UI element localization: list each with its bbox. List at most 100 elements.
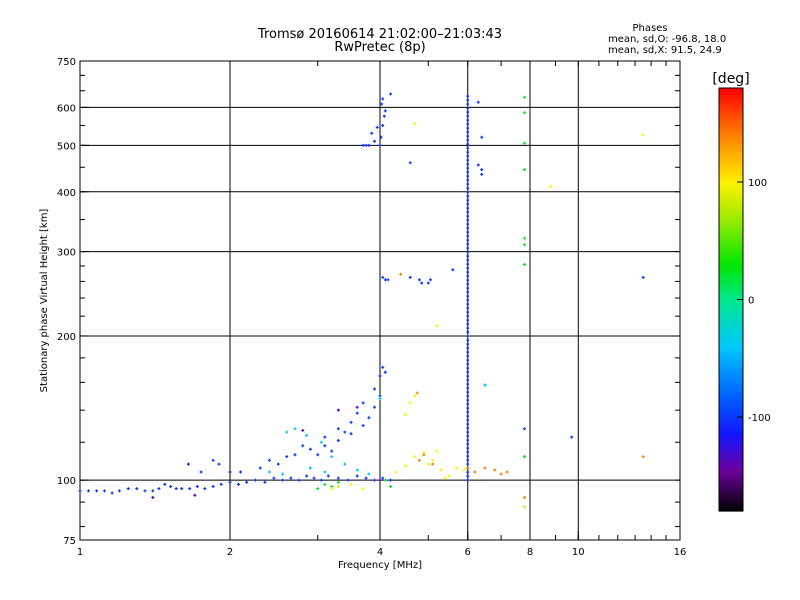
data-point: [263, 480, 267, 484]
data-point: [245, 480, 249, 484]
colorbar-label: [deg]: [712, 71, 749, 87]
data-point: [570, 435, 574, 439]
data-point: [466, 222, 470, 226]
colorbar-segment: [719, 232, 743, 237]
colorbar-segment: [719, 359, 743, 364]
data-point: [466, 318, 470, 322]
data-point: [267, 458, 271, 462]
data-point: [308, 447, 312, 451]
data-point: [466, 310, 470, 314]
data-point: [466, 198, 470, 202]
x-tick-label: 6: [465, 547, 471, 558]
data-point: [473, 470, 477, 474]
colorbar-segment: [719, 186, 743, 191]
data-point: [323, 470, 327, 474]
data-point: [466, 446, 470, 450]
data-point: [462, 468, 466, 472]
data-point: [381, 476, 385, 480]
data-point: [466, 130, 470, 134]
chart-subtitle: RwPretec (8p): [334, 40, 426, 55]
colorbar-segment: [719, 320, 743, 325]
colorbar-segment: [719, 408, 743, 413]
data-point: [336, 408, 340, 412]
colorbar-segment: [719, 253, 743, 258]
colorbar-segment: [719, 281, 743, 286]
data-point: [203, 487, 207, 491]
data-point: [378, 397, 382, 401]
colorbar-segment: [719, 468, 743, 473]
data-point: [323, 444, 327, 448]
data-point: [466, 478, 470, 482]
colorbar-segment: [719, 176, 743, 181]
data-point: [466, 394, 470, 398]
data-point: [417, 458, 421, 462]
colorbar-segment: [719, 116, 743, 121]
data-point: [466, 430, 470, 434]
colorbar-segment: [719, 225, 743, 230]
data-point: [443, 476, 447, 480]
data-point: [466, 226, 470, 230]
data-point: [466, 306, 470, 310]
data-point: [466, 342, 470, 346]
data-point: [426, 462, 430, 466]
colorbar-segment: [719, 405, 743, 410]
colorbar-segment: [719, 214, 743, 220]
data-point: [466, 330, 470, 334]
data-point: [466, 262, 470, 266]
colorbar-segment: [719, 391, 743, 396]
data-point: [466, 314, 470, 318]
data-point: [466, 286, 470, 290]
data-point: [272, 476, 276, 480]
data-point: [483, 383, 487, 387]
y-tick-label: 200: [57, 332, 76, 343]
data-point: [493, 468, 497, 472]
data-point: [466, 434, 470, 438]
data-point: [523, 262, 527, 266]
data-point: [466, 294, 470, 298]
colorbar-segment: [719, 482, 743, 487]
data-point: [466, 470, 470, 474]
colorbar-segment: [719, 310, 743, 315]
data-point: [523, 168, 527, 172]
data-point: [373, 387, 377, 391]
data-point: [466, 250, 470, 254]
data-point: [364, 143, 368, 147]
y-tick-label: 300: [57, 248, 76, 259]
colorbar-segment: [719, 91, 743, 96]
y-tick-label: 600: [57, 103, 76, 114]
data-point: [466, 410, 470, 414]
data-point: [523, 95, 527, 99]
data-point: [466, 442, 470, 446]
colorbar-segment: [719, 95, 743, 100]
data-point: [361, 487, 365, 491]
data-point: [480, 172, 484, 176]
data-point: [641, 455, 645, 459]
data-point: [466, 462, 470, 466]
colorbar-segment: [719, 299, 743, 304]
data-point: [253, 478, 257, 482]
data-point: [336, 480, 340, 484]
data-point: [297, 478, 301, 482]
data-point: [422, 453, 426, 457]
data-point: [180, 487, 184, 491]
colorbar-segment: [719, 190, 743, 195]
data-point: [476, 163, 480, 167]
colorbar-segment: [719, 489, 743, 494]
stats-line-o: mean, sd,O: -96.8, 18.0: [608, 34, 727, 45]
data-point: [466, 266, 470, 270]
data-point: [211, 484, 215, 488]
data-point: [466, 374, 470, 378]
colorbar-segment: [719, 429, 743, 435]
colorbar-segment: [719, 288, 743, 294]
y-tick-label: 400: [57, 188, 76, 199]
data-point: [349, 482, 353, 486]
colorbar-segment: [719, 313, 743, 318]
data-point: [466, 122, 470, 126]
data-point: [466, 174, 470, 178]
colorbar-segment: [719, 151, 743, 156]
colorbar-segment: [719, 422, 743, 427]
data-point: [466, 322, 470, 326]
colorbar-segment: [719, 144, 743, 149]
colorbar-segment: [719, 130, 743, 135]
colorbar-segment: [719, 458, 743, 463]
